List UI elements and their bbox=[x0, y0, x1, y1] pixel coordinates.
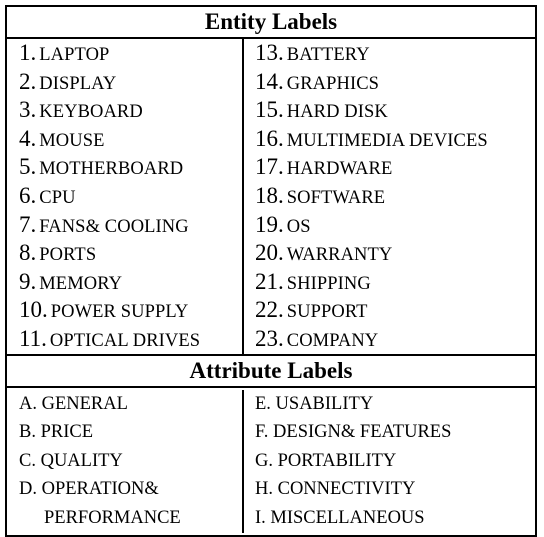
attribute-item: D. OPERATION& bbox=[19, 479, 159, 500]
entity-item: 13. BATTERY bbox=[255, 40, 370, 65]
entity-column-left: 1. LAPTOP 2. DISPLAY 3. KEYBOARD 4. MOUSE 5.… bbox=[7, 39, 244, 354]
entity-item: 20. WARRANTY bbox=[255, 240, 393, 266]
entity-labels-header: Entity Labels bbox=[204, 9, 338, 34]
entity-item: 22. SUPPORT bbox=[255, 297, 368, 323]
entity-item: 6. CPU bbox=[19, 182, 76, 208]
entity-item: 15. HARD DISK bbox=[255, 97, 388, 123]
attribute-item: F. DESIGN& FEATURES bbox=[255, 422, 452, 443]
attribute-item: B. PRICE bbox=[19, 422, 94, 443]
entity-item: 1. LAPTOP bbox=[19, 40, 110, 65]
entity-item: 9. MEMORY bbox=[19, 268, 123, 294]
attribute-item-continuation: PERFORMANCE bbox=[44, 507, 181, 528]
entity-item: 16. MULTIMEDIA DEVICES bbox=[255, 125, 488, 151]
attribute-item: I. MISCELLANEOUS bbox=[255, 507, 425, 528]
entity-item: 19. OS bbox=[255, 211, 311, 237]
entity-item: 7. FANS& COOLING bbox=[19, 211, 189, 237]
entity-item: 3. KEYBOARD bbox=[19, 97, 143, 123]
entity-item: 23. COMPANY bbox=[255, 325, 379, 351]
entity-item: 10. POWER SUPPLY bbox=[19, 297, 189, 323]
entity-item: 17. HARDWARE bbox=[255, 154, 393, 180]
labels-table: Entity Labels 1. LAPTOP 2. DISPLAY 3. KEYBO… bbox=[5, 5, 537, 537]
entity-column-right: 13. BATTERY 14. GRAPHICS 15. HARD DISK 16. M… bbox=[244, 39, 535, 354]
attribute-labels-grid: A. GENERAL B. PRICE C. QUALITY D. OPERAT… bbox=[7, 385, 535, 535]
attribute-item: C. QUALITY bbox=[19, 450, 123, 471]
entity-labels-grid: 1. LAPTOP 2. DISPLAY 3. KEYBOARD 4. MOUSE 5.… bbox=[7, 37, 535, 354]
attribute-item: A. GENERAL bbox=[19, 393, 128, 414]
attribute-column-left: A. GENERAL B. PRICE C. QUALITY D. OPERAT… bbox=[7, 389, 244, 533]
entity-item: 8. PORTS bbox=[19, 240, 97, 266]
attribute-item: H. CONNECTIVITY bbox=[255, 479, 416, 500]
entity-item: 11. OPTICAL DRIVES bbox=[19, 325, 201, 351]
entity-item: 4. MOUSE bbox=[19, 125, 105, 151]
entity-item: 5. MOTHERBOARD bbox=[19, 154, 184, 180]
entity-item: 2. DISPLAY bbox=[19, 68, 117, 94]
entity-item: 14. GRAPHICS bbox=[255, 68, 380, 94]
attribute-labels-header: Attribute Labels bbox=[7, 353, 535, 386]
attribute-item: E. USABILITY bbox=[255, 393, 374, 414]
attribute-item: G. PORTABILITY bbox=[255, 450, 397, 471]
entity-item: 21. SHIPPING bbox=[255, 268, 371, 294]
attribute-column-right: E. USABILITY F. DESIGN& FEATURES G. PORT… bbox=[244, 390, 535, 533]
entity-item: 18. SOFTWARE bbox=[255, 182, 386, 208]
